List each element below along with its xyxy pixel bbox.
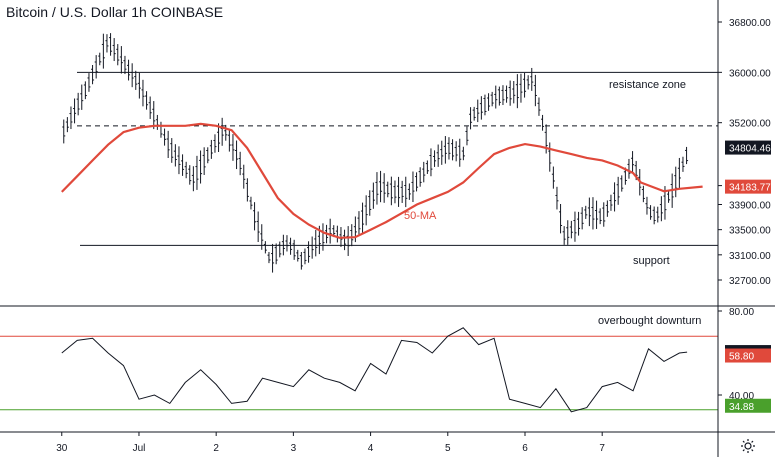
support-label: support xyxy=(633,255,670,267)
price-tick-label: 36800.00 xyxy=(729,18,771,29)
resistance-zone-label: resistance zone xyxy=(609,79,686,91)
rsi-value-label: 34.88 xyxy=(729,402,754,413)
time-tick-label: 4 xyxy=(368,443,374,454)
time-tick-label: 6 xyxy=(522,443,528,454)
overbought-downturn-label: overbought downturn xyxy=(598,315,701,327)
time-tick-label: 3 xyxy=(291,443,297,454)
chart-title: Bitcoin / U.S. Dollar 1h COINBASE xyxy=(6,4,224,20)
time-tick-label: 5 xyxy=(445,443,451,454)
rsi-tick-label: 40.00 xyxy=(729,391,754,402)
price-value-label: 34804.46 xyxy=(729,144,771,155)
time-tick-label: Jul xyxy=(133,443,146,454)
rsi-value-label: 58.80 xyxy=(729,352,754,363)
price-label-bg xyxy=(725,140,771,155)
price-label-bg xyxy=(725,179,771,194)
ma-line xyxy=(61,122,703,239)
rsi-tick-label: 80.00 xyxy=(729,307,754,318)
rsi-pane: overbought downturn xyxy=(0,315,718,413)
rsi-label-bg xyxy=(725,348,771,363)
ma-label: 50-MA xyxy=(404,210,437,222)
gear-icon[interactable] xyxy=(740,438,756,454)
price-value-label: 34183.77 xyxy=(729,183,771,194)
price-tick-label: 33100.00 xyxy=(729,251,771,262)
rsi-label-bg xyxy=(725,398,771,413)
time-tick-label: 30 xyxy=(56,443,68,454)
price-tick-label: 33500.00 xyxy=(729,226,771,237)
price-pane: resistance zone support 50-MA xyxy=(61,33,718,273)
time-tick-label: 7 xyxy=(599,443,605,454)
price-tick-label: 35200.00 xyxy=(729,119,771,130)
price-tick-label: 33900.00 xyxy=(729,200,771,211)
time-tick-label: 2 xyxy=(213,443,219,454)
price-tick-label: 32700.00 xyxy=(729,276,771,287)
price-tick-label: 36000.00 xyxy=(729,68,771,79)
rsi-line xyxy=(61,327,688,413)
